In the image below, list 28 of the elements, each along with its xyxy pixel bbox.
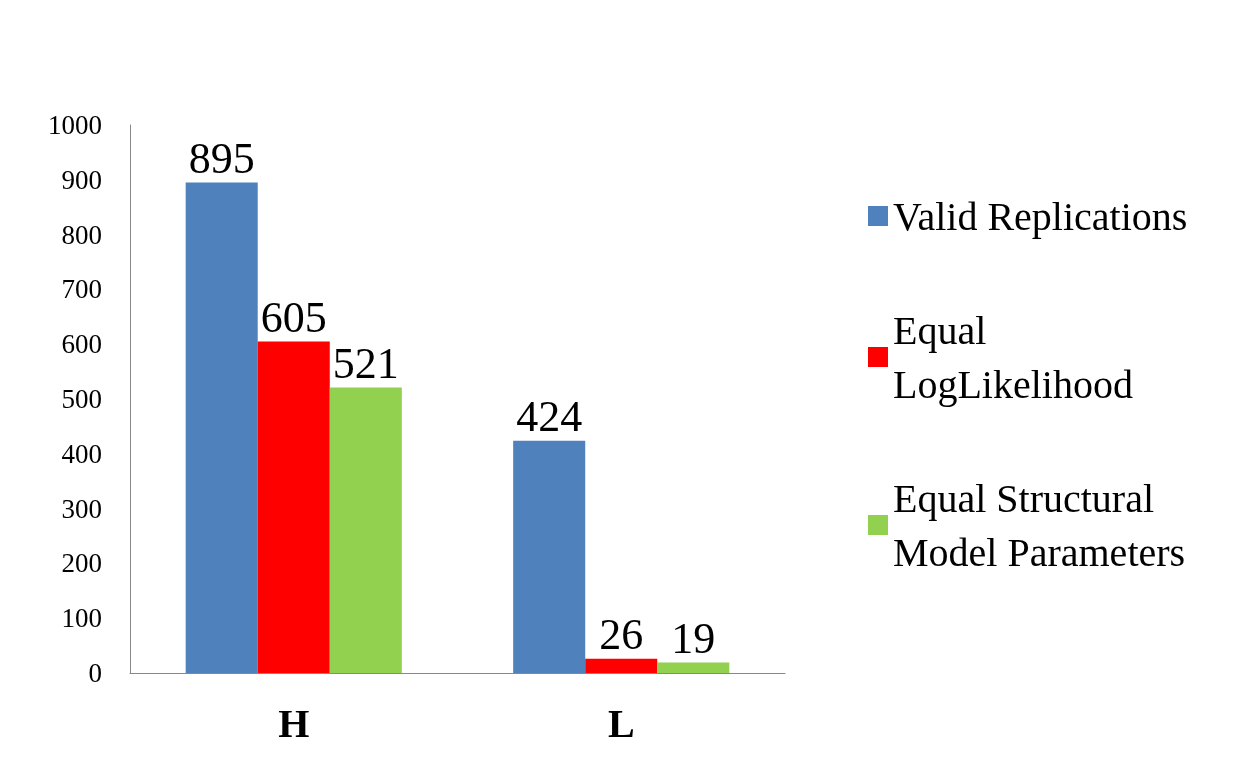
bar [657, 662, 730, 673]
legend-label: Valid Replications [893, 193, 1188, 239]
bar [257, 341, 330, 673]
data-label: 19 [671, 614, 716, 664]
y-tick-label: 600 [61, 329, 102, 360]
legend-label: Equal Structural Model Parameters [893, 475, 1186, 575]
y-tick-label: 300 [61, 493, 102, 524]
bar [329, 387, 402, 673]
bar [185, 182, 258, 673]
bar [585, 658, 658, 673]
y-tick-label: 400 [61, 438, 102, 469]
data-label: 521 [332, 338, 399, 388]
x-tick-label: H [278, 700, 310, 746]
legend-label: Equal LogLikelihood [893, 307, 1133, 407]
data-label: 895 [188, 134, 255, 184]
x-tick-label: L [607, 700, 635, 746]
y-tick-label: 200 [61, 548, 102, 579]
y-tick-label: 1000 [48, 110, 102, 140]
bar [513, 440, 586, 673]
y-tick-label: 100 [61, 603, 102, 634]
data-label: 424 [516, 392, 583, 442]
y-tick-label: 900 [61, 164, 102, 195]
y-tick-label: 500 [61, 384, 102, 414]
data-label: 605 [260, 292, 327, 342]
y-tick-label: 700 [61, 274, 102, 305]
y-tick-label: 0 [88, 658, 102, 688]
data-label: 26 [599, 610, 644, 660]
y-tick-label: 800 [61, 219, 102, 250]
